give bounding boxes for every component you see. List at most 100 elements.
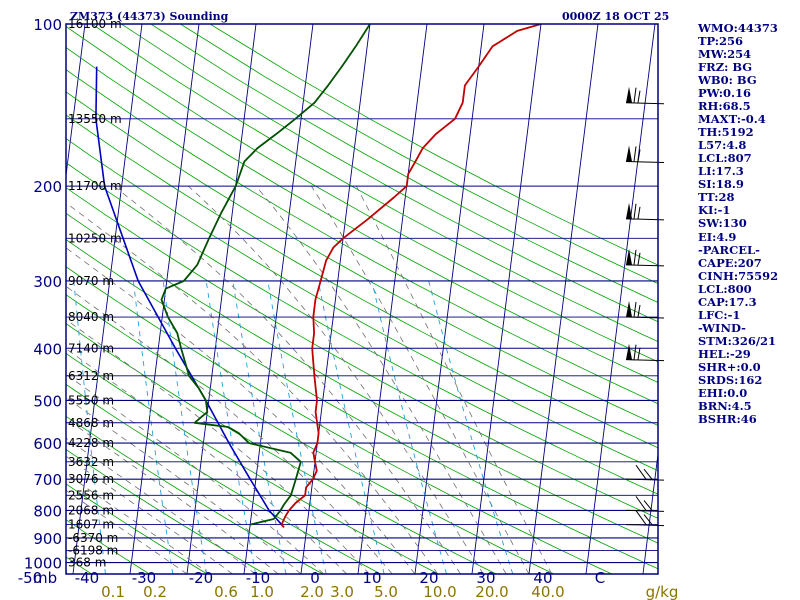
pressure-tick-label: 400: [33, 340, 62, 358]
moist-adiabat-line: [66, 319, 370, 574]
stat-item: L57:4.8: [698, 138, 747, 153]
stat-item: TT:28: [698, 190, 735, 205]
stat-item: BRN:4.5: [698, 398, 752, 413]
height-label: 5550 m: [68, 393, 114, 407]
height-label: -6370 m: [68, 531, 118, 545]
stat-item: -PARCEL-: [698, 242, 760, 257]
pressure-tick-label: 100: [33, 16, 62, 34]
stat-item: MW:254: [698, 47, 752, 62]
temperature-tick-label: 30: [476, 569, 495, 587]
temperature-tick-label: -10: [246, 569, 271, 587]
mixing-ratio-line: [371, 280, 447, 574]
dry-adiabat-line: [66, 294, 555, 574]
height-label: 4228 m: [68, 436, 114, 450]
isotherm-line: [528, 24, 599, 574]
parcel-curve: [95, 66, 285, 528]
stat-item: BSHR:46: [698, 411, 757, 426]
height-label: 1607 m: [68, 518, 114, 532]
mixing-ratio-line: [132, 280, 174, 574]
dry-adiabat-line: [66, 239, 658, 570]
wind-barb: [625, 248, 665, 267]
moist-adiabat-line: [66, 247, 416, 574]
isotherm-line: [72, 24, 143, 574]
dry-adiabat-line: [66, 114, 658, 449]
moist-adiabat-line: [66, 348, 347, 574]
dry-adiabat-line: [121, 24, 658, 323]
stat-item: SHR+:0.0: [698, 359, 761, 374]
dry-adiabat-line: [150, 24, 658, 303]
dry-adiabat-line: [66, 483, 208, 574]
moist-adiabat-line: [66, 455, 233, 574]
dry-adiabat-line: [66, 212, 658, 544]
pressure-tick-label: 800: [33, 502, 62, 520]
isotherm-line: [414, 24, 485, 574]
height-label: 6312 m: [68, 369, 114, 383]
mixing-ratio-line: [232, 280, 287, 574]
stat-item: FRZ: BG: [698, 60, 753, 75]
stat-item: MAXT:-0.4: [698, 112, 766, 127]
stat-item: EI:4.9: [698, 229, 737, 244]
temperature-tick-label: -40: [75, 569, 100, 587]
stat-item: -WIND-: [698, 320, 746, 335]
mixing-ratio-label: 0.1: [101, 583, 125, 600]
pressure-tick-label: 600: [33, 435, 62, 453]
isotherm-line: [357, 24, 428, 574]
temperature-tick-label: 40: [533, 569, 552, 587]
dry-adiabat-line: [66, 137, 658, 472]
height-label: 2068 m: [68, 503, 114, 517]
height-label: 16100 m: [68, 17, 122, 31]
moist-adiabat-line: [66, 437, 256, 574]
stat-item: LI:17.3: [698, 164, 744, 179]
stat-item: TH:5192: [698, 125, 754, 140]
mixing-ratio-line: [428, 280, 514, 574]
pressure-tick-label: 1000: [24, 555, 62, 573]
moist-adiabat-line: [188, 185, 484, 574]
dry-adiabat-line: [66, 519, 150, 574]
dry-adiabat-line: [180, 24, 658, 285]
pressure-tick-label: 300: [33, 273, 62, 291]
mixing-ratio-line: [205, 280, 257, 574]
stat-item: LCL:807: [698, 151, 752, 166]
mixing-ratio-label: 2.0: [300, 583, 324, 600]
mixing-ratio-line: [317, 280, 385, 574]
plot-frame: [65, 23, 659, 575]
stat-item: WB0: BG: [698, 73, 757, 88]
dry-adiabat-line: [66, 91, 658, 426]
stat-item: HEL:-29: [698, 346, 751, 361]
dry-adiabat-line: [66, 162, 658, 495]
wind-barbs: [625, 86, 665, 527]
moist-adiabat-line: [66, 373, 325, 574]
dry-adiabat-line: [66, 383, 381, 574]
dry-adiabat-line: [209, 24, 658, 266]
mixing-ratio-label: 5.0: [374, 583, 398, 600]
stat-item: CINH:75592: [698, 268, 779, 283]
stat-item: RH:68.5: [698, 99, 751, 114]
height-label: 13550 m: [68, 112, 122, 126]
chart-datetime: 0000Z 18 OCT 25: [562, 10, 669, 23]
height-label: 8040 m: [68, 310, 114, 324]
temperature-tick-label: C: [595, 569, 605, 587]
stat-item: SRDS:162: [698, 372, 763, 387]
dry-adiabat-line: [66, 25, 658, 363]
temperature-tick-label: -50: [18, 569, 43, 587]
isotherm-line: [585, 24, 656, 574]
mixing-ratio-label: 3.0: [330, 583, 354, 600]
temperature-curve: [280, 24, 542, 528]
isotherm-line: [66, 24, 86, 179]
mixing-ratio-label: 1.0: [250, 583, 274, 600]
height-label: 7140 m: [68, 341, 114, 355]
pressure-tick-label: 900: [33, 530, 62, 548]
isotherm-line: [186, 24, 257, 574]
dry-adiabat-line: [66, 69, 658, 405]
profiles: [95, 24, 542, 528]
height-label: -6198 m: [68, 544, 118, 558]
stat-item: CAPE:207: [698, 255, 762, 270]
grid-lines: [66, 24, 658, 574]
dry-adiabat-line: [66, 352, 439, 574]
moist-adiabat-line: [66, 473, 211, 574]
moist-adiabat-line: [66, 285, 393, 574]
pressure-tick-label: 500: [33, 392, 62, 410]
stat-item: PW:0.16: [698, 86, 752, 101]
temperature-tick-label: -20: [189, 569, 214, 587]
stat-item: SI:18.9: [698, 177, 744, 192]
